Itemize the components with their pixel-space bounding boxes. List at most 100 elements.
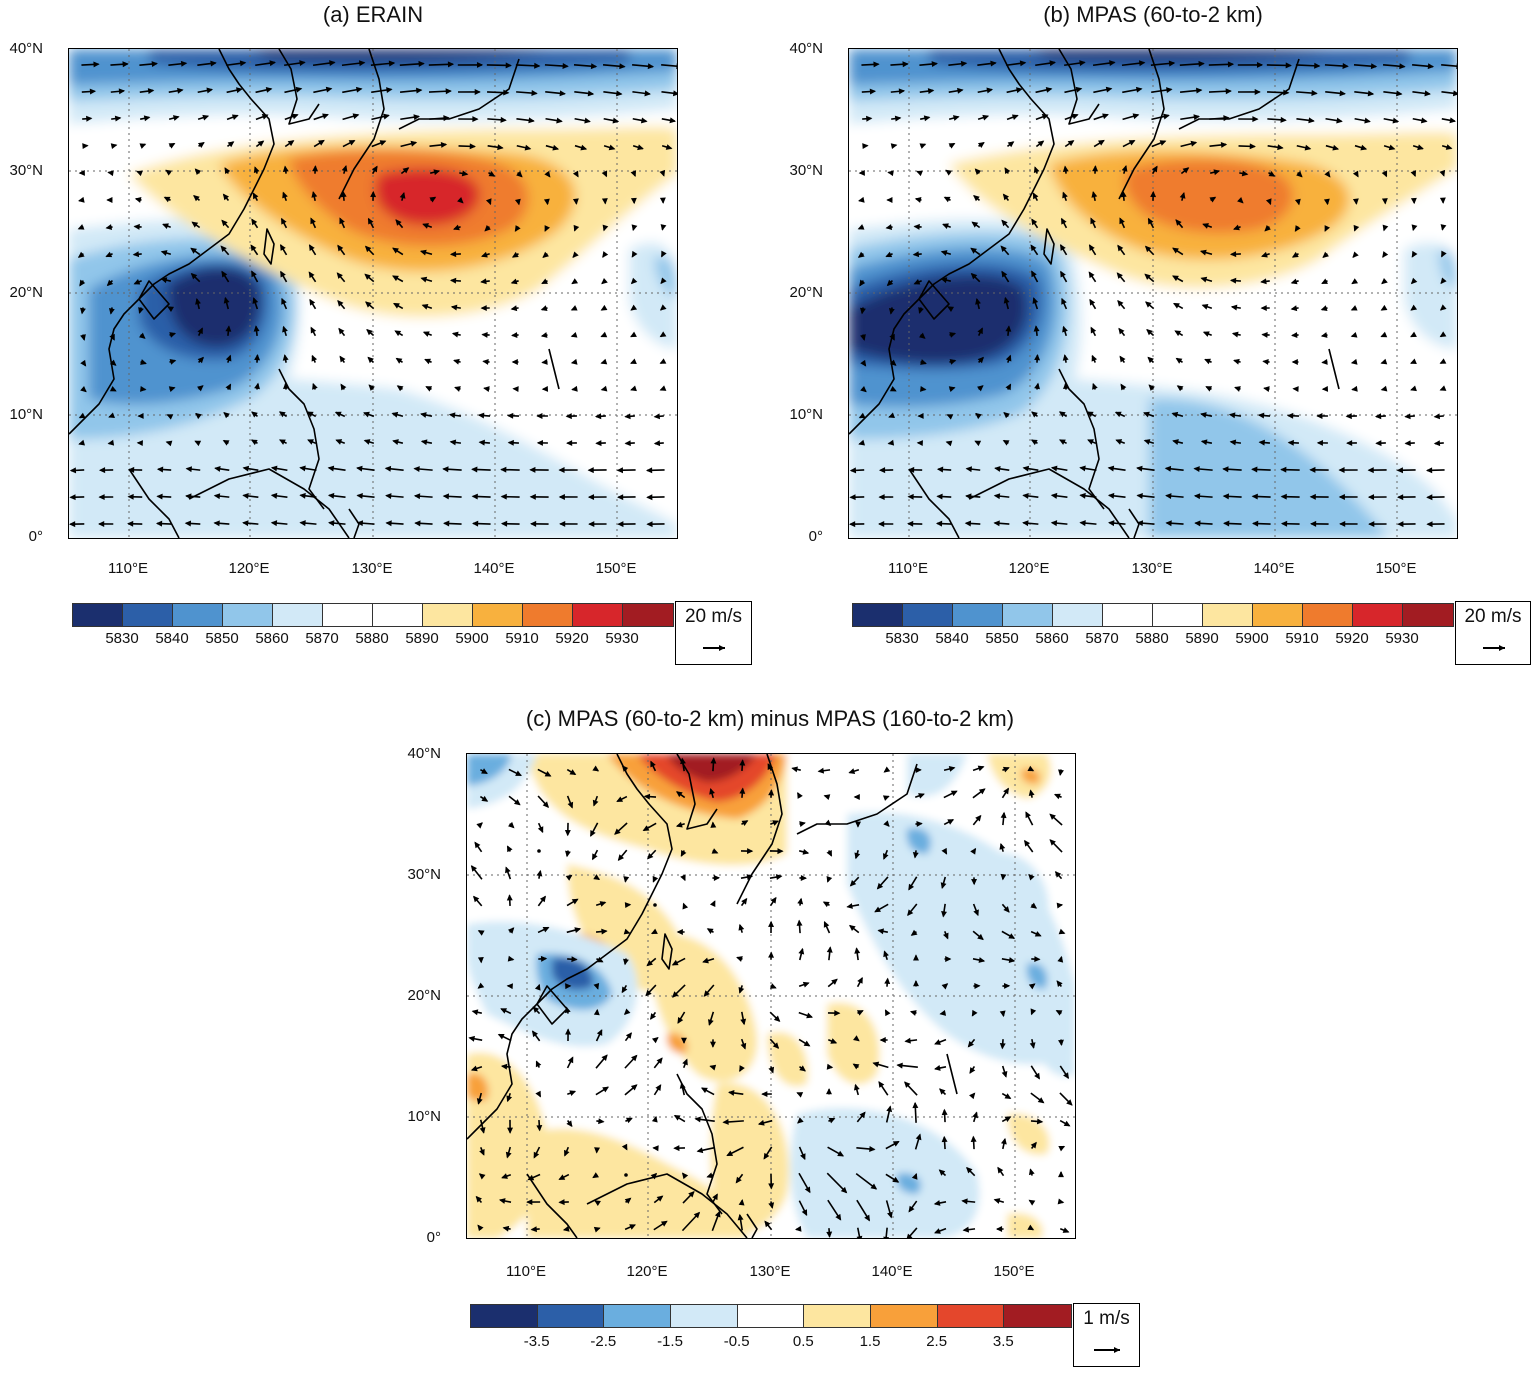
wind-vector-head [558, 1199, 565, 1206]
wind-vector-head [1404, 413, 1411, 420]
wind-vector-head [1058, 411, 1066, 418]
wind-vector-head [368, 384, 375, 391]
c-ylab-40n: 40°N [407, 745, 441, 762]
wind-vector-head [806, 1012, 813, 1019]
wind-vector-head [530, 520, 537, 527]
wind-vector-head [308, 271, 315, 279]
wind-vector-head [156, 493, 163, 500]
wind-vector-head [461, 170, 469, 177]
wind-vector-head [532, 1006, 540, 1013]
wind-vector-head [629, 1224, 637, 1230]
wind-vector-head [1410, 197, 1417, 205]
wind-vector-head [1136, 492, 1143, 499]
wind-vector-head [969, 1067, 976, 1074]
wind-vector-head [1063, 382, 1069, 389]
wind-vector-head [281, 217, 287, 225]
a-xlab-110e: 110°E [108, 560, 148, 577]
wind-vector-head [1310, 520, 1317, 527]
wind-vector-head [1028, 789, 1035, 797]
wind-vector-head [659, 197, 666, 204]
wind-vector-head [907, 493, 914, 500]
wind-vector-head [309, 298, 316, 306]
wind-vector-head [913, 279, 921, 285]
wind-vector-head [856, 1010, 864, 1016]
wind-vector-head [630, 197, 637, 205]
wind-vector-head [1352, 170, 1359, 178]
wind-vector-head [1056, 980, 1063, 987]
wind-vector-head [1002, 440, 1010, 446]
wind-vector-head [888, 308, 895, 315]
wind-vector-head [870, 1183, 878, 1190]
wind-vector-head [453, 358, 460, 365]
wind-vector-head [127, 493, 134, 500]
wind-vector-head [1280, 116, 1287, 123]
wind-vector-head [593, 982, 600, 990]
c-ylab-30n: 30°N [407, 866, 441, 883]
wind-vector-head [364, 273, 371, 280]
wind-vector-head [278, 439, 286, 445]
wind-vector-head [477, 957, 484, 964]
wind-vector-head [623, 1008, 631, 1015]
colorbar-swatch [623, 604, 673, 626]
wind-vector-head [919, 143, 927, 149]
wind-vector-head [445, 88, 452, 95]
c-ylab-20n: 20°N [407, 987, 441, 1004]
wind-vector-head [481, 331, 488, 338]
colorbar-swatch [853, 604, 903, 626]
wind-vector-head [325, 86, 333, 93]
wind-vector-head [775, 874, 783, 880]
wind-vector-head [1030, 439, 1038, 446]
wind-vector-head [413, 114, 420, 121]
wind-vector-head [993, 493, 1001, 500]
wind-vector-head [706, 1172, 714, 1179]
wind-vector-head [507, 845, 513, 853]
wind-vector-head [1196, 87, 1203, 94]
wind-vector-head [483, 386, 490, 392]
wind-vector-head [801, 1209, 808, 1217]
wind-vector-head [295, 86, 303, 93]
wind-vector-head [999, 842, 1006, 850]
wind-vector-head [977, 765, 985, 772]
wind-vector-head [1370, 63, 1378, 70]
wind-vector-head [1034, 931, 1042, 937]
wind-vector-head [1033, 325, 1040, 332]
wind-vector-head [540, 955, 548, 962]
wind-vector-head [659, 169, 666, 177]
wind-vector-head [673, 1115, 681, 1121]
wind-vector-head [943, 196, 951, 203]
wind-vector-head [1410, 170, 1417, 177]
wind-vector-head [935, 520, 943, 527]
wind-vector-head [1067, 140, 1075, 147]
wind-vector-head [1201, 303, 1209, 310]
wind-vector-head [913, 980, 919, 987]
wind-vector-head [757, 1119, 765, 1126]
wind-vector-head [659, 385, 667, 391]
wind-vector-head [420, 439, 428, 446]
wind-vector-head [339, 355, 346, 363]
wind-vector-head [681, 1172, 689, 1180]
wind-vector-head [600, 304, 608, 311]
wind-vector-head [972, 1111, 978, 1119]
wind-vector-head [688, 1191, 695, 1198]
b-reference-vector-label: 20 m/s [1464, 606, 1522, 627]
wind-vector-head [824, 819, 832, 826]
wind-vector-head [1079, 60, 1086, 67]
wind-vector-head [514, 225, 521, 232]
wind-vector-head [849, 521, 856, 528]
wind-vector-head [544, 771, 552, 777]
wind-vector-head [422, 331, 430, 337]
panel-b-map [848, 48, 1458, 539]
wind-vector-head [858, 439, 865, 446]
wind-vector-head [1426, 494, 1433, 501]
wind-vector-head [98, 467, 106, 474]
c-colorbar [470, 1304, 1072, 1328]
wind-vector-head [940, 277, 948, 284]
wind-vector-head [735, 1176, 742, 1184]
colorbar-swatch [1253, 604, 1303, 626]
wind-vector-head [804, 1186, 811, 1194]
wind-vector-head [920, 359, 927, 365]
wind-vector-head [511, 251, 519, 258]
wind-vector-head [601, 1054, 608, 1061]
wind-vector-head [826, 876, 833, 883]
wind-vector-head [542, 251, 549, 258]
